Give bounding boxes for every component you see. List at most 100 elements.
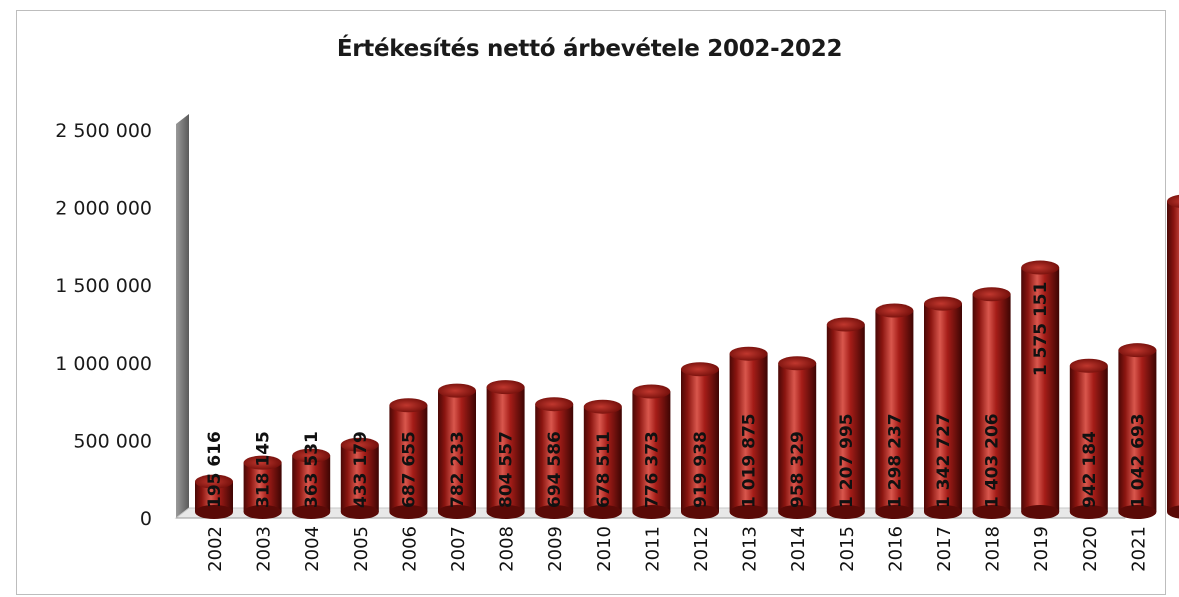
bar-data-label: 1 298 237 (885, 413, 905, 508)
bar-body (340, 444, 379, 512)
bar (583, 399, 622, 519)
bar-data-label: 1 403 206 (983, 413, 1003, 508)
bar-body (875, 310, 914, 512)
bar-base (972, 505, 1011, 519)
bar-cap (243, 455, 282, 470)
bar-data-label: 958 329 (788, 431, 808, 508)
bar-cap (681, 362, 719, 377)
bar (340, 437, 379, 519)
bar-cap (195, 474, 233, 489)
bar-cap (340, 437, 379, 452)
bar-base (486, 505, 525, 519)
bar-body (1167, 201, 1179, 512)
bar (535, 397, 574, 519)
bar-body (681, 369, 719, 512)
bar-base (1021, 505, 1060, 519)
bar-data-label: 2 001 713 (1177, 215, 1179, 310)
bar-cap (826, 317, 865, 332)
x-tick-label: 2009 (545, 526, 566, 572)
x-tick-label: 2007 (448, 526, 469, 572)
bar-base (681, 505, 719, 519)
bar-body (292, 455, 331, 512)
bar (729, 346, 768, 519)
bar-data-label: 363 531 (302, 431, 322, 508)
bar (243, 455, 282, 519)
bar-body (535, 404, 574, 512)
bar-data-label: 782 233 (448, 431, 468, 508)
bar-cap (389, 398, 428, 413)
bar-base (778, 505, 817, 519)
x-tick-label: 2004 (302, 526, 323, 572)
bar-body (778, 363, 817, 512)
bar-base (195, 505, 233, 519)
x-tick-label: 2022 (1177, 526, 1179, 572)
bar-base (1118, 505, 1157, 519)
bar-data-label: 776 373 (642, 431, 662, 508)
x-tick-label: 2010 (594, 526, 615, 572)
x-tick-label: 2015 (837, 526, 858, 572)
bar-body (924, 303, 962, 512)
x-tick-label: 2019 (1031, 526, 1052, 572)
y-tick-label: 500 000 (73, 430, 152, 452)
y-tick-label: 0 (140, 508, 152, 530)
bar-base (924, 505, 962, 519)
x-tick-label: 2011 (642, 526, 663, 572)
bar-cap (924, 296, 962, 311)
bar-data-label: 804 557 (497, 431, 517, 508)
bar-base (632, 505, 671, 519)
bar (486, 380, 525, 519)
bar-cap (438, 383, 476, 398)
bar (826, 317, 865, 519)
bar-body (1069, 365, 1108, 512)
bar (924, 296, 962, 519)
bar-base (729, 505, 768, 519)
bar-body (438, 390, 476, 512)
bar (195, 474, 233, 519)
bar-body (389, 405, 428, 512)
bar-cap (1167, 194, 1179, 208)
bar-base (243, 505, 282, 519)
y-tick-label: 1 500 000 (55, 275, 152, 297)
chart-title: Értékesítés nettó árbevétele 2002-2022 (336, 36, 843, 62)
x-tick-label: 2003 (254, 526, 275, 572)
bar-data-label: 433 179 (351, 431, 371, 508)
bar (972, 287, 1011, 519)
bar-base (583, 505, 622, 519)
bar (632, 384, 671, 519)
bar-data-label: 1 207 995 (837, 413, 857, 508)
bar-body (1118, 350, 1157, 512)
bar-data-label: 1 042 693 (1128, 413, 1148, 508)
bar (389, 398, 428, 519)
bar-base (1069, 505, 1108, 519)
bar-data-label: 694 586 (545, 431, 565, 508)
bar-body (486, 387, 525, 512)
bar-cap (632, 384, 671, 399)
bar (1167, 194, 1179, 519)
bar-cap (292, 448, 331, 463)
bar-body (583, 406, 622, 512)
bar-data-label: 1 019 875 (740, 413, 760, 508)
bar (438, 383, 476, 519)
x-tick-label: 2021 (1128, 526, 1149, 572)
bar-body (729, 353, 768, 512)
x-tick-label: 2002 (205, 526, 226, 572)
bar-body (826, 324, 865, 512)
y-tick-label: 1 000 000 (55, 353, 152, 375)
x-tick-label: 2013 (740, 526, 761, 572)
bar-data-label: 919 938 (691, 431, 711, 508)
bar-data-label: 1 342 727 (934, 413, 954, 508)
x-tick-label: 2005 (351, 526, 372, 572)
x-tick-label: 2018 (983, 526, 1004, 572)
bar-data-label: 318 145 (254, 431, 274, 508)
bar-cap (486, 380, 525, 395)
bar (681, 362, 719, 519)
bar (1118, 343, 1157, 519)
x-tick-label: 2016 (885, 526, 906, 572)
bar-base (1167, 505, 1179, 519)
axis-wall (176, 114, 189, 518)
x-tick-label: 2017 (934, 526, 955, 572)
x-tick-label: 2008 (497, 526, 518, 572)
x-tick-label: 2006 (399, 526, 420, 572)
bar-cap (875, 303, 914, 318)
